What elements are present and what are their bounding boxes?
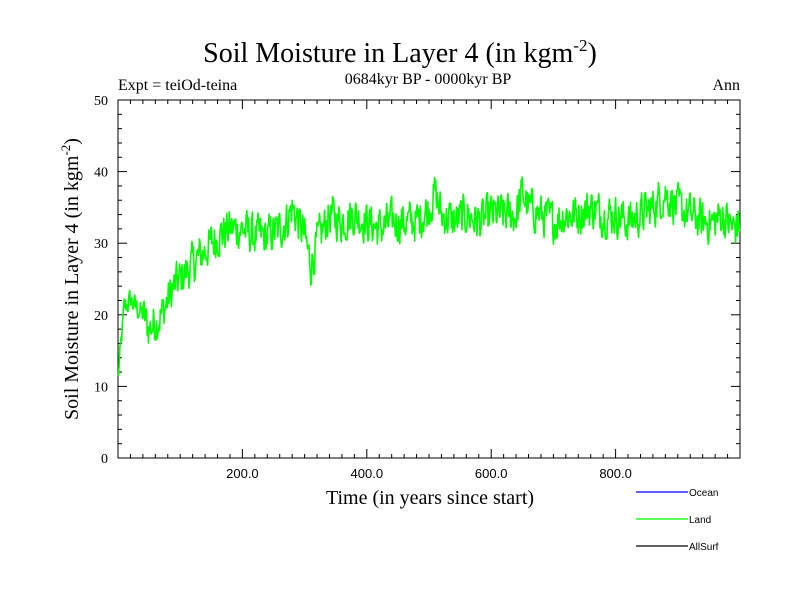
x-tick-label: 800.0 — [599, 466, 632, 481]
y-tick-label: 0 — [101, 452, 108, 467]
expt-label: Expt = teiOd-teina — [118, 77, 237, 94]
legend-label-ocean: Ocean — [689, 488, 718, 499]
legend-label-allsurf: AllSurf — [689, 542, 719, 553]
series-line-land — [117, 176, 741, 377]
x-tick-label: 600.0 — [475, 466, 508, 481]
y-tick-label: 20 — [94, 309, 108, 324]
x-tick-label: 400.0 — [351, 466, 384, 481]
y-axis: 0 10 20 30 40 50 — [94, 94, 740, 467]
y-tick-label: 10 — [94, 380, 108, 395]
x-tick-label: 200.0 — [226, 466, 259, 481]
chart-title: Soil Moisture in Layer 4 (in kgm-2) — [203, 36, 597, 69]
y-tick-label: 30 — [94, 237, 108, 252]
series-layer — [117, 176, 741, 377]
chart-subtitle: 0684kyr BP - 0000kyr BP — [345, 71, 512, 88]
y-tick-label: 40 — [94, 166, 108, 181]
period-label: Ann — [712, 77, 740, 94]
legend: Ocean Land AllSurf — [636, 488, 719, 553]
x-axis: 200.0 400.0 600.0 800.0 — [129, 100, 729, 481]
x-axis-label: Time (in years since start) — [326, 487, 534, 509]
y-tick-label: 50 — [94, 94, 108, 109]
legend-label-land: Land — [689, 515, 711, 526]
y-axis-label: Soil Moisture in Layer 4 (in kgm-2) — [58, 138, 83, 420]
plot-frame — [117, 99, 741, 459]
